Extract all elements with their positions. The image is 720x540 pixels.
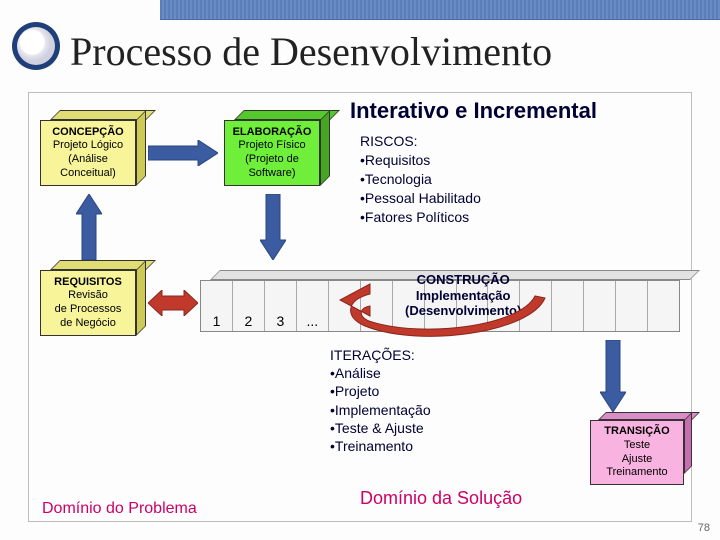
box-requisitos-heading: REQUISITOS [43,276,133,290]
arrow-concepcao-to-elaboracao [148,140,218,166]
riscos-block: RISCOS: •Requisitos •Tecnologia •Pessoal… [360,132,481,226]
riscos-item-0: Requisitos [365,152,430,168]
logo-icon [12,22,60,70]
box-concepcao-l2: (Análise [43,153,133,167]
box-elaboracao-face: ELABORAÇÃO Projeto Físico (Projeto de So… [224,120,320,186]
iter-cell-0: 1 [201,281,233,331]
box-requisitos-l2: de Processos [43,303,133,317]
box-requisitos: REQUISITOS Revisão de Processos de Negóc… [40,270,136,336]
box-concepcao-l1: Projeto Lógico [43,139,133,153]
page-title: Processo de Desenvolvimento [70,28,552,75]
box-concepcao-face: CONCEPÇÃO Projeto Lógico (Análise Concei… [40,120,136,186]
dominio-problema-label: Domínio do Problema [42,500,197,518]
box-elaboracao-l2: (Projeto de [227,153,317,167]
box-elaboracao: ELABORAÇÃO Projeto Físico (Projeto de So… [224,120,320,186]
box-requisitos-l1: Revisão [43,289,133,303]
page-number: 78 [698,522,710,534]
subtitle: Interativo e Incremental [350,98,597,124]
box-elaboracao-l1: Projeto Físico [227,139,317,153]
box-transicao-l1: Teste [624,439,650,451]
box-requisitos-side [136,260,146,336]
box-concepcao-side [136,110,146,186]
iter-cell-1: 2 [233,281,265,331]
iter-cell-14 [648,281,679,331]
box-requisitos-face: REQUISITOS Revisão de Processos de Negóc… [40,270,136,336]
iter-item-3: Teste & Ajuste [335,420,424,436]
iter-cell-2: 3 [265,281,297,331]
box-transicao: TRANSIÇÃO Teste Ajuste Treinamento [590,420,684,485]
dominio-solucao-label: Domínio da Solução [360,488,522,509]
iter-cell-3: ... [297,281,329,331]
iter-cell-13 [616,281,648,331]
box-concepcao: CONCEPÇÃO Projeto Lógico (Análise Concei… [40,120,136,186]
riscos-heading: RISCOS: [360,133,418,149]
iter-item-1: Projeto [335,383,379,399]
box-transicao-side [684,412,692,474]
box-transicao-l3: Treinamento [606,466,667,478]
arrow-loop-iterations [330,278,570,358]
box-transicao-face: TRANSIÇÃO Teste Ajuste Treinamento [590,420,684,485]
iter-item-2: Implementação [335,402,431,418]
box-elaboracao-side [320,110,330,186]
box-transicao-heading: TRANSIÇÃO [604,425,669,437]
box-transicao-l2: Ajuste [622,453,653,465]
riscos-item-2: Pessoal Habilitado [365,190,481,206]
riscos-item-3: Fatores Políticos [365,209,469,225]
header-band [160,0,720,20]
iteracoes-block: ITERAÇÕES: •Análise •Projeto •Implementa… [330,346,431,455]
iter-cell-12 [584,281,616,331]
iter-item-0: Análise [335,365,381,381]
arrow-requisitos-to-concepcao [76,194,102,260]
box-concepcao-heading: CONCEPÇÃO [43,126,133,140]
box-concepcao-l3: Conceitual) [43,167,133,181]
box-elaboracao-l3: Software) [227,167,317,181]
iter-item-4: Treinamento [335,438,413,454]
box-elaboracao-heading: ELABORAÇÃO [227,126,317,140]
arrow-construcao-to-transicao [600,340,626,412]
box-requisitos-l3: de Negócio [43,317,133,331]
riscos-item-1: Tecnologia [365,171,432,187]
arrow-requisitos-construcao-bidir [148,290,198,316]
arrow-elaboracao-to-construcao [260,194,286,260]
